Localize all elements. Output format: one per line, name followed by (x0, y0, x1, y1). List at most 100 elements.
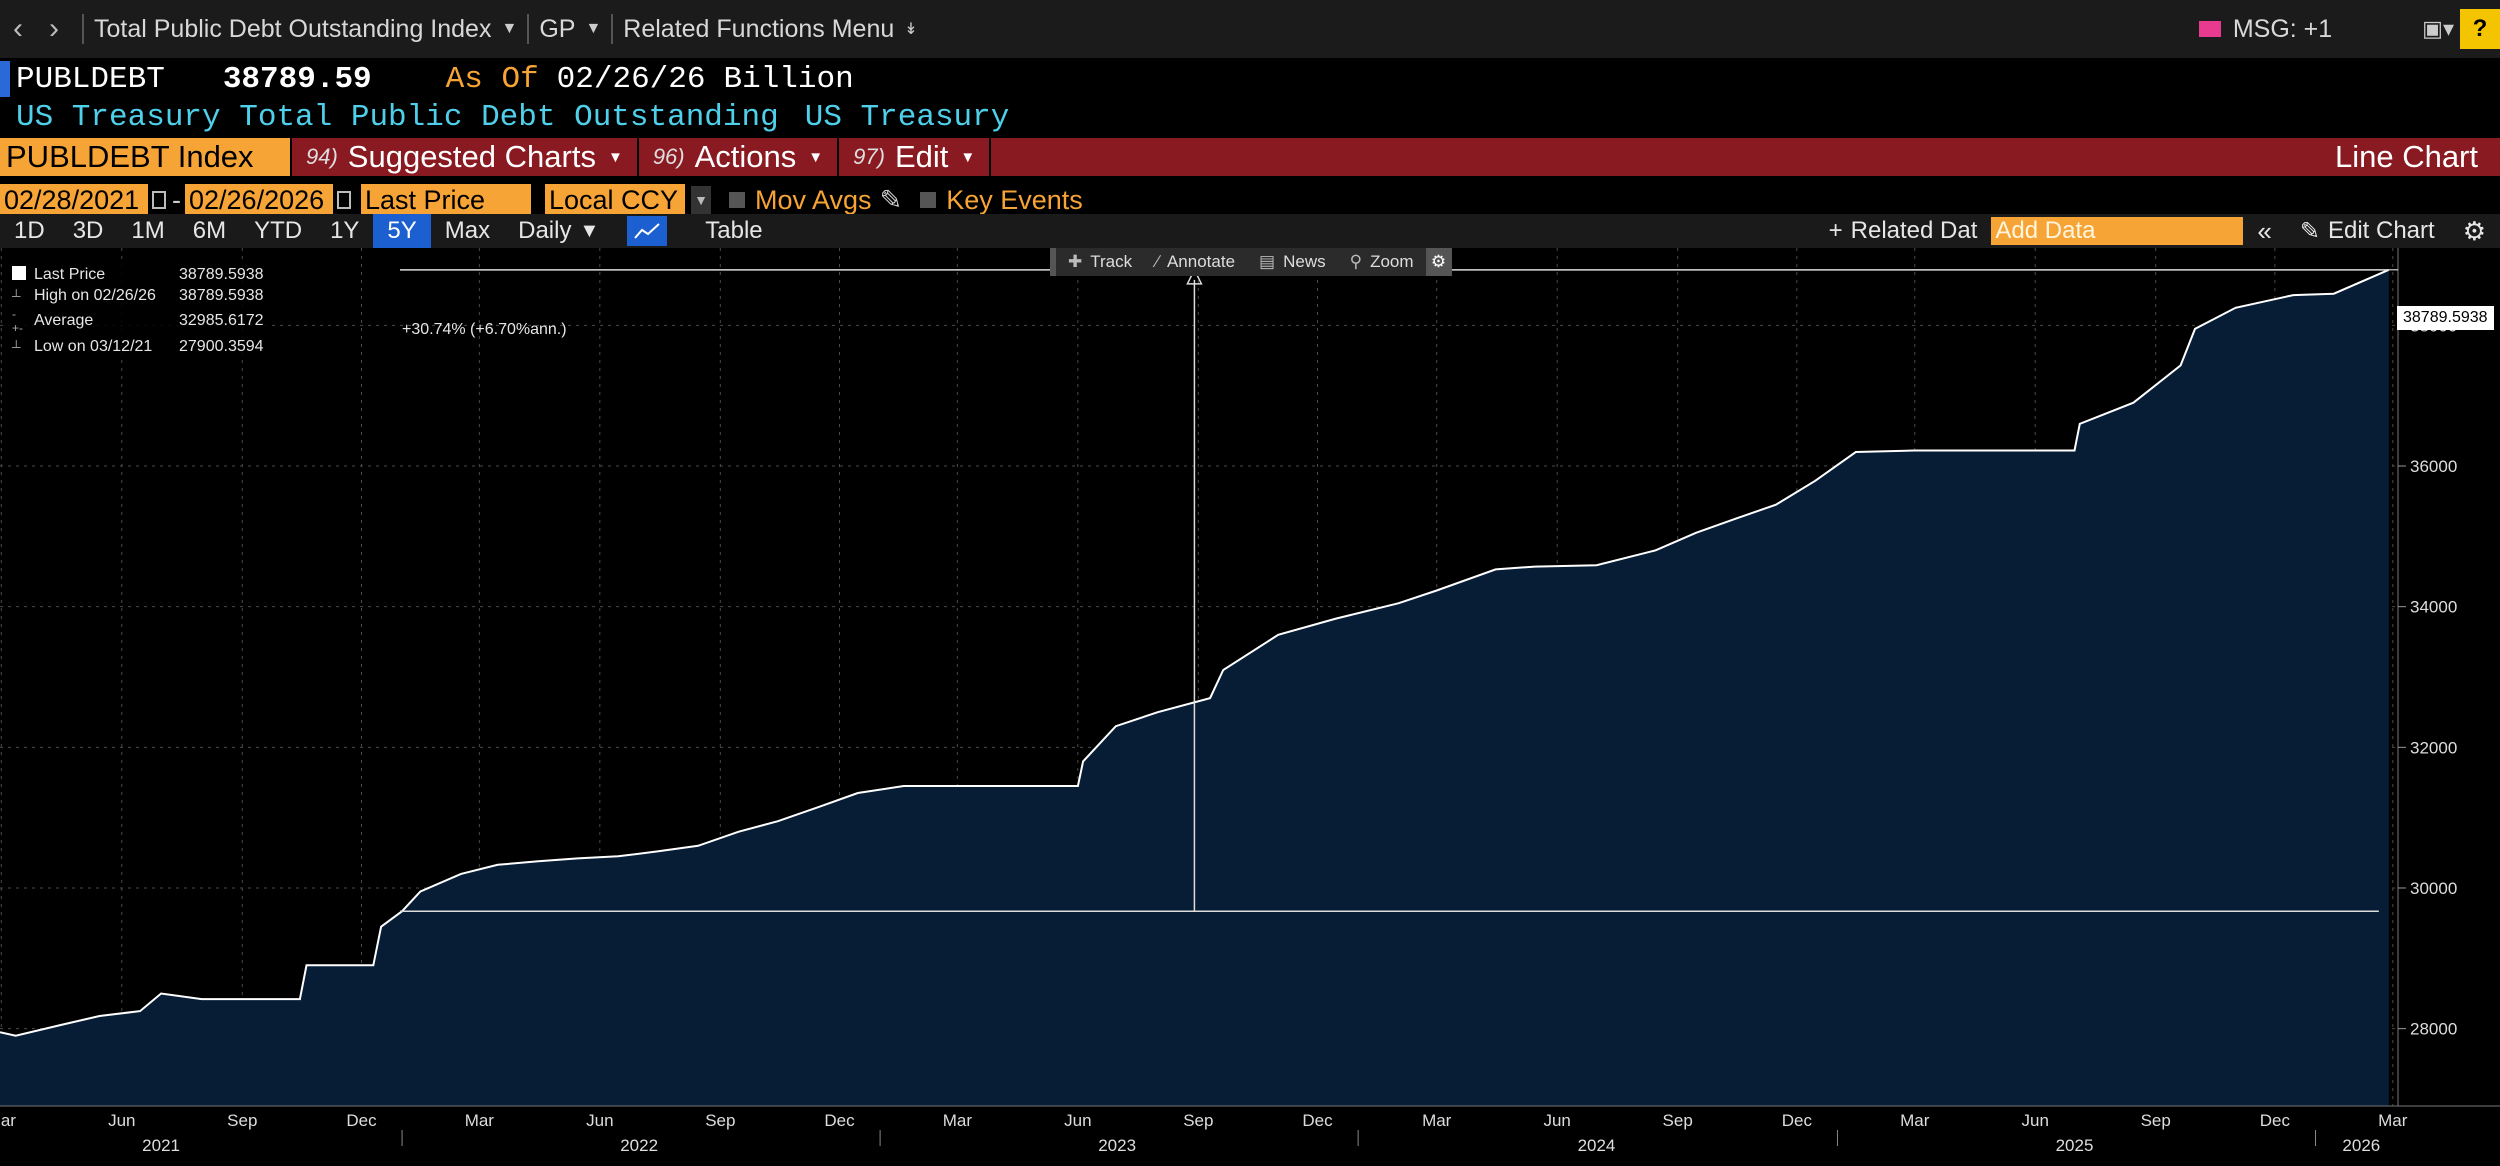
frequency-dropdown[interactable]: Daily ▼ (504, 214, 613, 248)
zoom-button[interactable]: ⚲ Zoom (1338, 248, 1426, 276)
command-bar: PUBLDEBT Index 94) Suggested Charts ▼ 96… (0, 138, 2500, 176)
x-month-label: Sep (1183, 1111, 1213, 1130)
period-ytd[interactable]: YTD (254, 217, 303, 244)
help-button[interactable]: ? (2460, 9, 2500, 49)
key-events-label[interactable]: Key Events (946, 184, 1083, 215)
x-year-label: 2023 (1098, 1136, 1136, 1155)
period-1m[interactable]: 1M (131, 217, 165, 244)
divider (82, 14, 84, 44)
related-data-label: Related Dat (1850, 217, 1978, 244)
date-range-dash: - (172, 184, 181, 215)
x-year-label: 2022 (620, 1136, 658, 1155)
annotate-icon: ∕ (1156, 252, 1159, 271)
mov-avgs-label[interactable]: Mov Avgs (755, 184, 872, 215)
pencil-icon[interactable]: ✎ (879, 184, 903, 215)
currency-dropdown-icon[interactable]: ▼ (691, 186, 711, 214)
series-area (0, 269, 2389, 1106)
plus-icon: + (1828, 217, 1843, 244)
mov-avgs-checkbox[interactable] (729, 192, 745, 208)
forward-arrow-icon[interactable]: › (49, 12, 59, 45)
track-label: Track (1090, 252, 1133, 271)
gear-icon[interactable]: ⚙ (2462, 215, 2486, 246)
message-count[interactable]: MSG: +1 (2232, 14, 2333, 43)
related-functions-label: Related Functions Menu (623, 14, 895, 43)
caret-down-icon: ▼ (501, 20, 518, 37)
menu-label: Edit (894, 139, 949, 174)
chart-tools-overlay: ✚ Track ∕ Annotate ▤ News ⚲ Zoom ⚙ (1050, 248, 1452, 276)
period-1d[interactable]: 1D (14, 217, 45, 244)
start-date-input[interactable]: 02/28/2021 (0, 184, 148, 216)
x-month-label: Jun (1064, 1111, 1091, 1130)
news-button[interactable]: ▤ News (1247, 248, 1338, 276)
average-symbol-icon: -+- (12, 307, 24, 335)
menu-number: 94) (306, 144, 338, 169)
legend-value: 32985.6172 (179, 312, 264, 329)
x-month-label: Mar (0, 1111, 16, 1130)
x-year-label: 2024 (1578, 1136, 1616, 1155)
news-label: News (1283, 252, 1326, 271)
legend-row-last-price: Last Price 38789.5938 (8, 264, 268, 285)
function-code-dropdown[interactable]: GP ▼ (539, 15, 601, 44)
related-functions-menu[interactable]: Related Functions Menu ↡ (623, 15, 917, 44)
drag-handle[interactable] (1050, 248, 1056, 276)
period-1y[interactable]: 1Y (330, 217, 360, 244)
x-month-label: Jun (2022, 1111, 2049, 1130)
period-6m[interactable]: 6M (192, 217, 227, 244)
zoom-label: Zoom (1370, 252, 1414, 271)
price-chart[interactable]: 280003000032000340003600038000MarJunSepD… (0, 248, 2500, 1166)
series-line (0, 268, 2390, 1037)
x-month-label: Dec (1302, 1111, 1333, 1130)
legend-label: Average (34, 312, 94, 329)
add-data-input[interactable]: Add Data (1991, 217, 2244, 245)
period-5y[interactable]: 5Y (373, 214, 431, 248)
back-arrow-icon[interactable]: ‹ (13, 12, 23, 45)
end-date-input[interactable]: 02/26/2026 (185, 184, 333, 216)
message-icon[interactable] (2198, 21, 2221, 37)
period-3d[interactable]: 3D (72, 217, 104, 244)
unit: Billion (723, 61, 854, 97)
suggested-charts-menu[interactable]: 94) Suggested Charts ▼ (290, 138, 637, 176)
x-year-label: 2026 (2342, 1136, 2380, 1155)
x-month-label: Sep (705, 1111, 735, 1130)
function-code-label: GP (539, 14, 576, 43)
related-data-button[interactable]: + Related Dat (1815, 214, 1992, 248)
edit-menu[interactable]: 97) Edit ▼ (837, 138, 992, 176)
track-button[interactable]: ✚ Track (1056, 248, 1144, 276)
caret-down-icon: ▼ (808, 148, 824, 166)
currency-select[interactable]: Local CCY (545, 184, 685, 216)
gear-icon[interactable]: ⚙ (1425, 248, 1452, 276)
frequency-label: Daily (518, 217, 572, 244)
field-select[interactable]: Last Price (361, 184, 531, 216)
legend-row-high: ┴ High on 02/26/26 38789.5938 (8, 285, 268, 306)
x-month-label: Sep (227, 1111, 257, 1130)
line-chart-icon[interactable] (627, 216, 668, 246)
annotation-arrow-head (1186, 268, 1203, 285)
magnifier-icon: ⚲ (1349, 252, 1363, 271)
function-menu-dropdown[interactable]: Total Public Debt Outstanding Index ▼ (94, 15, 517, 44)
table-button[interactable]: Table (705, 217, 763, 244)
performance-annotation[interactable]: +30.74% (+6.70%ann.) (402, 321, 567, 338)
legend-label: Low on 03/12/21 (34, 337, 153, 355)
x-month-label: Jun (1543, 1111, 1570, 1130)
legend-row-low: ┴ Low on 03/12/21 27900.3594 (8, 336, 268, 357)
function-menu-label: Total Public Debt Outstanding Index (94, 14, 492, 43)
annotate-button[interactable]: ∕ Annotate (1144, 248, 1247, 276)
period-max[interactable]: Max (444, 217, 491, 244)
actions-menu[interactable]: 96) Actions ▼ (636, 138, 837, 176)
calendar-icon[interactable] (337, 191, 351, 209)
calendar-icon[interactable] (152, 191, 166, 209)
high-symbol-icon: ┴ (12, 288, 21, 303)
double-chevron-down-icon: ↡ (904, 21, 918, 38)
x-month-label: Sep (1663, 1111, 1693, 1130)
collapse-icon[interactable]: « (2257, 215, 2272, 246)
caret-down-icon: ▼ (607, 148, 623, 166)
x-year-label: 2025 (2056, 1136, 2094, 1155)
y-tick-label: 30000 (2410, 879, 2457, 898)
key-events-checkbox[interactable] (920, 192, 937, 208)
window-options-icon[interactable]: ▣▾ (2422, 16, 2454, 41)
ticker: PUBLDEBT (16, 61, 165, 97)
index-field[interactable]: PUBLDEBT Index (0, 138, 290, 176)
edit-chart-button[interactable]: ✎ Edit Chart (2286, 214, 2449, 248)
as-of-date: 02/26/26 (556, 61, 706, 97)
chart-area[interactable]: 280003000032000340003600038000MarJunSepD… (0, 248, 2500, 1166)
